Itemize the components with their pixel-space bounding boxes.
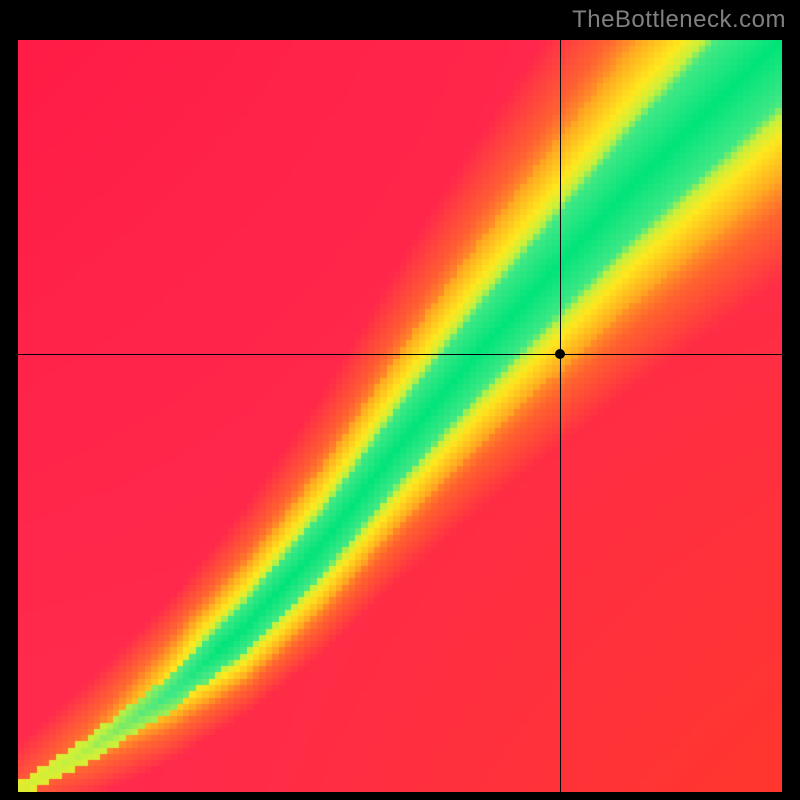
heatmap-canvas (18, 40, 782, 792)
heatmap-plot (18, 40, 782, 792)
chart-container: TheBottleneck.com (0, 0, 800, 800)
watermark-text: TheBottleneck.com (572, 6, 786, 34)
crosshair-marker (555, 349, 565, 359)
crosshair-horizontal (18, 354, 782, 355)
crosshair-vertical (560, 40, 561, 792)
